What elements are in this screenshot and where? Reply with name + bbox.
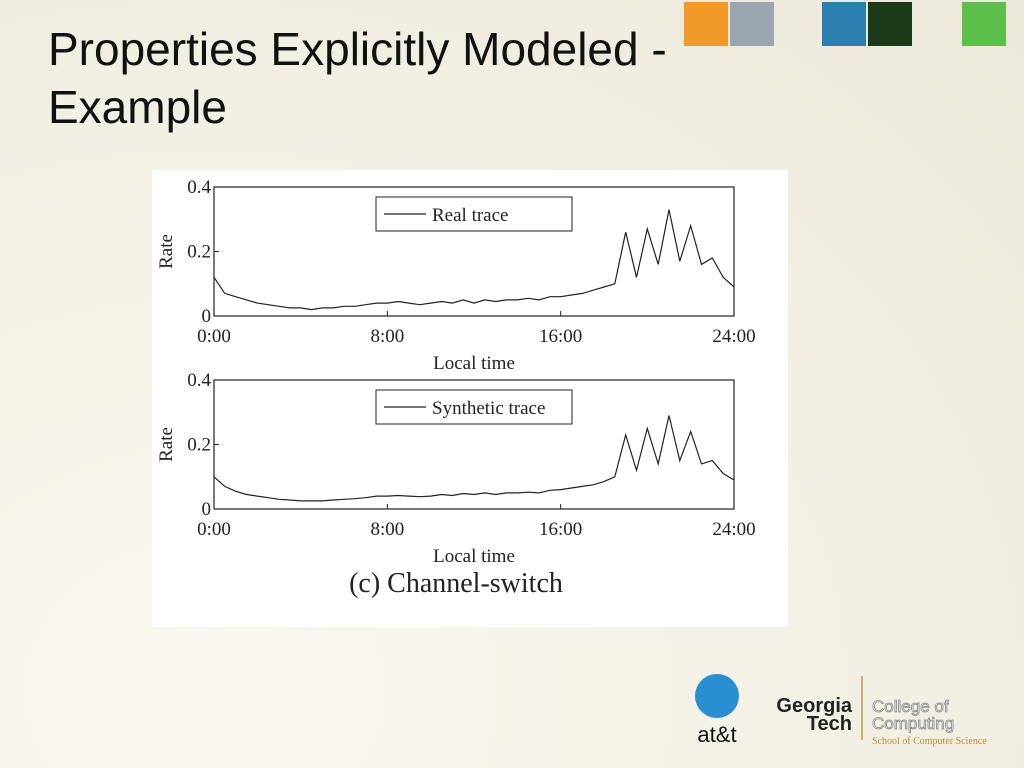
x-tick-label: 24:00 bbox=[712, 326, 755, 347]
x-tick-label: 8:00 bbox=[370, 519, 404, 540]
tile bbox=[822, 2, 866, 46]
tile bbox=[868, 2, 912, 46]
x-tick-label: 0:00 bbox=[197, 326, 231, 347]
gt-text: Georgia bbox=[776, 695, 852, 717]
gt-text: Tech bbox=[807, 713, 852, 735]
legend-label: Real trace bbox=[432, 205, 508, 226]
y-tick-label: 0.2 bbox=[187, 242, 211, 263]
tile bbox=[962, 2, 1006, 46]
att-globe bbox=[695, 674, 739, 718]
x-tick-label: 8:00 bbox=[370, 326, 404, 347]
att-text: at&t bbox=[697, 722, 736, 747]
legend-label: Synthetic trace bbox=[432, 398, 545, 419]
x-tick-label: 24:00 bbox=[712, 519, 755, 540]
x-tick-label: 16:00 bbox=[539, 519, 582, 540]
figure: (c) Channel-switch 0 0.2 0.4 0:00 8:00 16:00 2… bbox=[152, 170, 788, 627]
slide-title: Properties Explicitly Modeled - Example bbox=[48, 23, 667, 133]
x-axis-label: Local time bbox=[433, 546, 515, 567]
tile bbox=[684, 2, 728, 46]
y-tick-label: 0.4 bbox=[187, 177, 211, 198]
y-axis-label: Rate bbox=[156, 234, 177, 269]
y-tick-label: 0.2 bbox=[187, 435, 211, 456]
line bbox=[213, 415, 735, 502]
y-tick-label: 0.4 bbox=[187, 370, 211, 391]
coc-text: College of bbox=[872, 697, 949, 716]
coc-text: Computing bbox=[872, 714, 954, 733]
y-tick-label: 0 bbox=[202, 499, 212, 520]
line bbox=[213, 209, 735, 311]
x-tick-label: 0:00 bbox=[197, 519, 231, 540]
x-axis-label: Local time bbox=[433, 353, 515, 374]
x-tick-label: 16:00 bbox=[539, 326, 582, 347]
y-tick-label: 0 bbox=[202, 306, 212, 327]
scs-text: School of Computer Science bbox=[872, 736, 987, 747]
figure-caption: (c) Channel-switch bbox=[349, 568, 563, 599]
y-axis-label: Rate bbox=[156, 427, 177, 462]
tile bbox=[730, 2, 774, 46]
